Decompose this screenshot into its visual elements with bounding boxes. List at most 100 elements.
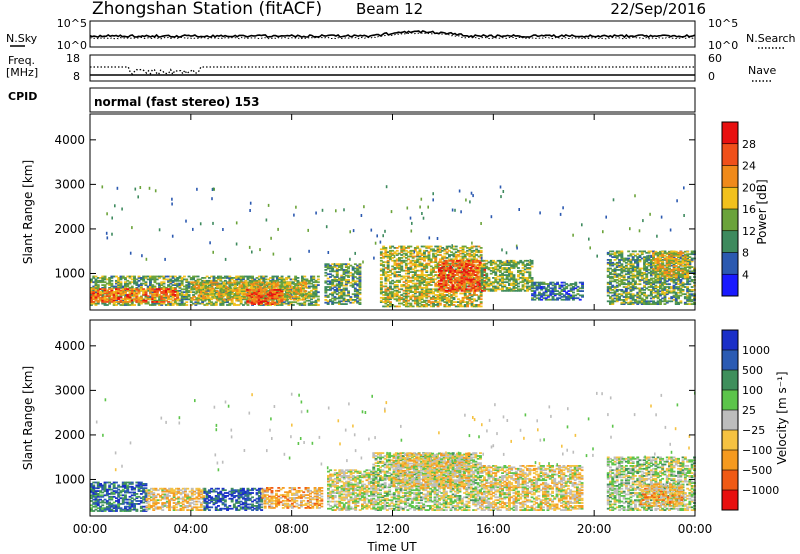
heatmap-cell	[496, 268, 500, 271]
heatmap-cell	[294, 297, 298, 299]
heatmap-cell	[636, 273, 640, 276]
heatmap-cell	[631, 256, 635, 258]
heatmap-cell	[126, 275, 130, 278]
heatmap-cell	[331, 266, 335, 268]
heatmap-cell	[470, 304, 474, 306]
heatmap-cell	[183, 275, 186, 278]
heatmap-cell	[407, 295, 410, 298]
heatmap-cell	[90, 295, 93, 298]
heatmap-cell	[425, 296, 429, 299]
heatmap-cell	[469, 284, 473, 286]
heatmap-cell	[654, 281, 658, 284]
nsearch-trace	[89, 32, 696, 40]
heatmap-cell	[270, 283, 274, 285]
heatmap-cell	[117, 301, 121, 303]
heatmap-cell	[257, 278, 261, 281]
heatmap-cell	[475, 249, 479, 252]
heatmap-cell	[453, 288, 457, 291]
heatmap-cell	[470, 295, 474, 298]
heatmap-cell	[427, 281, 431, 283]
heatmap-cell	[448, 295, 451, 298]
heatmap-cell	[126, 304, 130, 306]
heatmap-cell	[627, 270, 631, 273]
heatmap-cell	[139, 287, 143, 289]
heatmap-cell	[463, 304, 467, 306]
heatmap-cell	[103, 277, 107, 279]
heatmap-cell	[260, 275, 264, 278]
heatmap-cell	[149, 282, 152, 285]
heatmap-cell	[446, 277, 450, 279]
heatmap-cell	[469, 278, 473, 281]
heatmap-cell	[429, 248, 433, 251]
heatmap-cell	[139, 288, 143, 290]
heatmap-cell	[420, 301, 424, 303]
heatmap-cell	[94, 279, 98, 282]
heatmap-cell	[90, 304, 93, 306]
heatmap-cell	[438, 258, 442, 261]
heatmap-cell	[663, 289, 667, 291]
heatmap-cell	[164, 292, 168, 295]
heatmap-cell	[164, 275, 168, 278]
heatmap-cell	[523, 279, 527, 282]
heatmap-cell	[347, 271, 350, 274]
heatmap-cell	[256, 284, 260, 287]
heatmap-cell	[483, 287, 487, 289]
heatmap-cell	[144, 302, 148, 305]
heatmap-cell	[395, 274, 399, 276]
heatmap-cell	[178, 282, 182, 285]
heatmap-cell	[479, 251, 483, 254]
heatmap-cell	[448, 255, 451, 258]
heatmap-cell	[280, 279, 284, 282]
heatmap-cell	[342, 294, 346, 297]
heatmap-cell	[312, 295, 316, 298]
heatmap-cell	[437, 288, 441, 291]
heatmap-cell	[615, 273, 619, 276]
heatmap-cell	[160, 298, 164, 300]
heatmap-cell	[649, 270, 653, 273]
heatmap-cell	[553, 285, 557, 288]
heatmap-cell	[640, 287, 644, 290]
heatmap-cell	[237, 299, 241, 302]
heatmap-cell	[427, 289, 431, 292]
nave-tick-bottom: 0	[708, 70, 715, 83]
heatmap-cell	[611, 270, 615, 273]
heatmap-cell	[211, 295, 215, 298]
heatmap-cell	[395, 267, 399, 269]
heatmap-cell	[432, 275, 435, 278]
heatmap-cell	[459, 252, 463, 255]
heatmap-cell	[508, 259, 511, 262]
heatmap-cell	[103, 289, 107, 292]
heatmap-cell	[103, 275, 107, 278]
heatmap-cell	[661, 290, 665, 293]
heatmap-cell	[645, 296, 649, 298]
heatmap-cell	[656, 297, 660, 300]
heatmap-cell	[659, 253, 662, 256]
heatmap-cell	[429, 268, 433, 271]
heatmap-cell	[521, 264, 525, 266]
heatmap-cell	[659, 287, 662, 290]
heatmap-cell	[400, 251, 404, 254]
heatmap-cell	[386, 275, 390, 278]
heatmap-cell	[615, 263, 619, 266]
heatmap-cell	[400, 268, 404, 271]
heatmap-cell	[494, 288, 498, 291]
heatmap-cell	[128, 291, 132, 293]
heatmap-cell	[609, 280, 612, 283]
heatmap-cell	[446, 267, 450, 269]
heatmap-cell	[196, 302, 200, 305]
heatmap-cell	[338, 287, 341, 290]
heatmap-cell	[171, 284, 175, 286]
heatmap-cell	[418, 281, 422, 283]
heatmap-cell	[333, 301, 337, 304]
heatmap-cell	[404, 254, 408, 256]
heatmap-cell	[101, 278, 105, 281]
heatmap-cell	[214, 304, 218, 306]
heatmap-cell	[220, 293, 224, 295]
heatmap-cell	[656, 277, 660, 280]
heatmap-cell	[418, 255, 422, 258]
heatmap-cell	[656, 254, 660, 257]
heatmap-cell	[307, 302, 311, 305]
heatmap-cell	[205, 304, 209, 306]
heatmap-cell	[514, 281, 518, 284]
